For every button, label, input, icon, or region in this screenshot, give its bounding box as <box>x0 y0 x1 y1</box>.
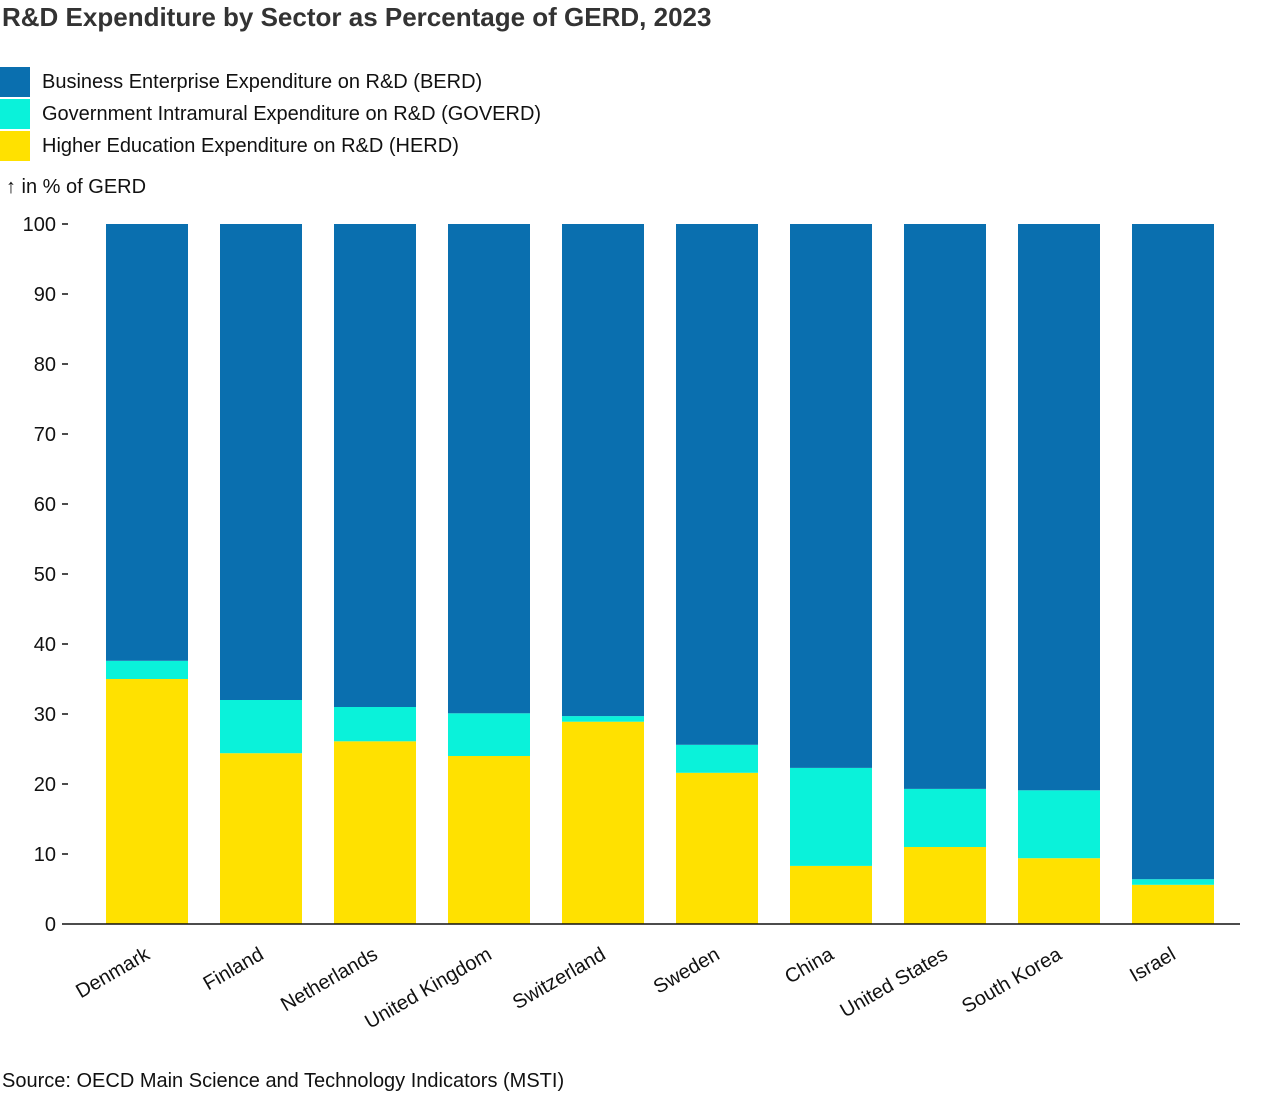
bar-herd <box>220 753 302 924</box>
bar-goverd <box>904 788 986 847</box>
legend-item-goverd: Government Intramural Expenditure on R&D… <box>0 98 541 130</box>
bar-berd <box>334 224 416 707</box>
x-tick-label: United States <box>837 943 952 1022</box>
bar-berd <box>790 224 872 768</box>
legend-swatch-herd <box>0 131 30 161</box>
legend-label-berd: Business Enterprise Expenditure on R&D (… <box>42 70 483 93</box>
x-tick-label: Switzerland <box>509 943 610 1014</box>
chart-title: R&D Expenditure by Sector as Percentage … <box>2 2 712 32</box>
legend-item-herd: Higher Education Expenditure on R&D (HER… <box>0 130 541 162</box>
x-tick-label: Sweden <box>650 943 724 998</box>
bar-goverd <box>220 700 302 754</box>
bar-goverd <box>562 716 644 722</box>
bar-herd <box>334 741 416 924</box>
y-tick-label: 100 <box>23 214 56 236</box>
bar-goverd <box>1018 790 1100 859</box>
bar-herd <box>106 679 188 924</box>
bar-herd <box>1132 884 1214 924</box>
bar-herd <box>904 847 986 924</box>
bar-berd <box>106 224 188 661</box>
y-tick-label: 70 <box>34 424 56 446</box>
bar-berd <box>562 224 644 717</box>
bar-herd <box>1018 858 1100 924</box>
bar-berd <box>220 224 302 700</box>
bar-herd <box>562 721 644 924</box>
x-tick-label: United Kingdom <box>361 943 495 1033</box>
y-tick-label: 30 <box>34 704 56 726</box>
y-tick-label: 10 <box>34 844 56 866</box>
y-tick-label: 0 <box>45 914 56 936</box>
x-tick-label: Israel <box>1126 943 1179 987</box>
bar-berd <box>448 224 530 714</box>
y-tick-label: 50 <box>34 564 56 586</box>
x-tick-label: China <box>781 943 838 989</box>
bar-berd <box>1132 224 1214 880</box>
x-tick-label: Netherlands <box>277 943 381 1016</box>
y-tick-label: 60 <box>34 494 56 516</box>
bar-goverd <box>790 767 872 866</box>
legend-label-goverd: Government Intramural Expenditure on R&D… <box>42 102 542 125</box>
x-tick-label: Denmark <box>72 943 154 1003</box>
y-tick-label: 80 <box>34 354 56 376</box>
bar-herd <box>448 756 530 924</box>
y-axis-label: ↑ in % of GERD <box>6 176 147 198</box>
legend-swatch-berd <box>0 67 30 97</box>
source-note: Source: OECD Main Science and Technology… <box>2 1070 565 1092</box>
bar-goverd <box>448 713 530 756</box>
legend: Business Enterprise Expenditure on R&D (… <box>0 66 541 162</box>
x-tick-label: Finland <box>200 943 268 995</box>
bar-goverd <box>334 707 416 742</box>
y-tick-label: 90 <box>34 284 56 306</box>
bar-herd <box>676 772 758 924</box>
bar-berd <box>1018 224 1100 791</box>
bar-herd <box>790 865 872 924</box>
legend-label-herd: Higher Education Expenditure on R&D (HER… <box>42 134 459 157</box>
x-tick-label: South Korea <box>958 943 1066 1018</box>
bar-goverd <box>106 660 188 679</box>
bar-berd <box>904 224 986 789</box>
y-tick-label: 40 <box>34 634 56 656</box>
bar-goverd <box>1132 879 1214 885</box>
bar-goverd <box>676 744 758 773</box>
legend-item-berd: Business Enterprise Expenditure on R&D (… <box>0 66 541 98</box>
bar-berd <box>676 224 758 745</box>
legend-swatch-goverd <box>0 99 30 129</box>
y-tick-label: 20 <box>34 774 56 796</box>
